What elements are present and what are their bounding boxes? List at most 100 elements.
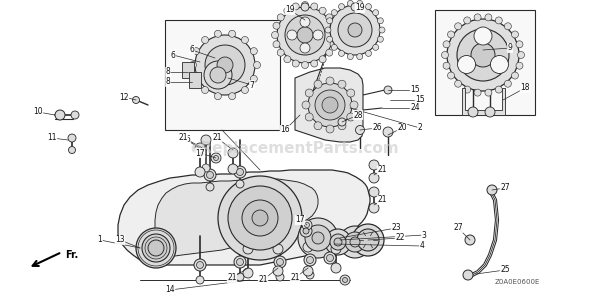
Circle shape bbox=[277, 258, 284, 266]
Text: Fr.: Fr. bbox=[65, 250, 78, 260]
Text: 21: 21 bbox=[178, 134, 188, 142]
Circle shape bbox=[357, 54, 363, 60]
Circle shape bbox=[517, 52, 525, 58]
Text: 19: 19 bbox=[285, 6, 295, 14]
Circle shape bbox=[243, 244, 253, 254]
Circle shape bbox=[457, 29, 509, 81]
Text: 14: 14 bbox=[165, 286, 175, 294]
Circle shape bbox=[468, 107, 478, 117]
Text: eReplacementParts.com: eReplacementParts.com bbox=[191, 140, 399, 155]
Circle shape bbox=[315, 90, 345, 120]
Circle shape bbox=[490, 55, 509, 73]
Circle shape bbox=[202, 37, 208, 43]
Circle shape bbox=[304, 222, 310, 227]
Circle shape bbox=[292, 60, 299, 67]
Circle shape bbox=[228, 148, 238, 158]
Circle shape bbox=[196, 276, 204, 284]
Circle shape bbox=[384, 86, 392, 94]
Circle shape bbox=[495, 17, 502, 24]
Circle shape bbox=[339, 4, 345, 10]
Circle shape bbox=[345, 232, 365, 252]
Text: 25: 25 bbox=[500, 266, 510, 275]
Circle shape bbox=[136, 228, 176, 268]
Circle shape bbox=[300, 43, 310, 53]
Text: Z0A0E0600E: Z0A0E0600E bbox=[494, 279, 540, 285]
Circle shape bbox=[447, 19, 519, 91]
Circle shape bbox=[306, 256, 313, 263]
Circle shape bbox=[194, 259, 206, 271]
Circle shape bbox=[273, 22, 280, 29]
Circle shape bbox=[512, 72, 519, 79]
Circle shape bbox=[330, 41, 337, 48]
Circle shape bbox=[306, 271, 314, 279]
Text: 26: 26 bbox=[372, 124, 382, 132]
Circle shape bbox=[485, 14, 492, 21]
Circle shape bbox=[206, 183, 214, 191]
Circle shape bbox=[495, 86, 502, 93]
Circle shape bbox=[304, 254, 316, 266]
Text: 15: 15 bbox=[415, 96, 425, 104]
Circle shape bbox=[327, 18, 333, 24]
Circle shape bbox=[301, 61, 309, 68]
Circle shape bbox=[301, 3, 309, 11]
Text: 15: 15 bbox=[410, 86, 420, 94]
Circle shape bbox=[458, 55, 476, 73]
Circle shape bbox=[350, 101, 358, 109]
Circle shape bbox=[350, 237, 360, 247]
Bar bbox=[435, 10, 535, 115]
Circle shape bbox=[313, 30, 323, 40]
Circle shape bbox=[228, 164, 238, 174]
Circle shape bbox=[305, 113, 313, 121]
Circle shape bbox=[300, 225, 312, 237]
Circle shape bbox=[195, 143, 205, 153]
Circle shape bbox=[338, 118, 346, 126]
Circle shape bbox=[297, 27, 313, 43]
Circle shape bbox=[474, 27, 492, 45]
Circle shape bbox=[464, 86, 471, 93]
Circle shape bbox=[285, 15, 325, 55]
Text: 13: 13 bbox=[115, 235, 125, 245]
Text: 18: 18 bbox=[520, 83, 530, 93]
Text: 21: 21 bbox=[258, 276, 268, 284]
Circle shape bbox=[142, 234, 170, 262]
Text: 8: 8 bbox=[166, 68, 171, 76]
Text: 21: 21 bbox=[227, 273, 237, 283]
Circle shape bbox=[485, 89, 492, 96]
Circle shape bbox=[471, 43, 495, 67]
Text: 12: 12 bbox=[119, 93, 129, 101]
Circle shape bbox=[302, 220, 312, 230]
Circle shape bbox=[234, 256, 246, 268]
Circle shape bbox=[516, 62, 523, 69]
Circle shape bbox=[308, 83, 352, 127]
Polygon shape bbox=[118, 170, 370, 265]
Circle shape bbox=[241, 86, 248, 94]
Circle shape bbox=[303, 228, 309, 234]
Circle shape bbox=[68, 147, 76, 153]
Circle shape bbox=[365, 50, 372, 56]
Circle shape bbox=[326, 49, 333, 56]
Circle shape bbox=[314, 122, 322, 130]
Circle shape bbox=[214, 30, 221, 37]
Circle shape bbox=[455, 23, 461, 30]
Circle shape bbox=[512, 31, 519, 38]
Circle shape bbox=[330, 5, 380, 55]
Circle shape bbox=[351, 3, 359, 11]
Circle shape bbox=[378, 36, 384, 42]
Circle shape bbox=[516, 41, 523, 48]
Circle shape bbox=[378, 18, 384, 24]
Circle shape bbox=[277, 14, 284, 21]
Circle shape bbox=[305, 89, 313, 97]
Circle shape bbox=[347, 113, 355, 121]
Circle shape bbox=[357, 229, 379, 251]
Circle shape bbox=[201, 135, 211, 145]
Text: 27: 27 bbox=[500, 183, 510, 193]
Circle shape bbox=[236, 180, 244, 188]
Circle shape bbox=[55, 110, 65, 120]
Circle shape bbox=[319, 56, 326, 63]
Circle shape bbox=[305, 225, 331, 251]
Circle shape bbox=[443, 41, 450, 48]
Text: 9: 9 bbox=[507, 43, 513, 53]
Bar bbox=[165, 20, 280, 130]
Circle shape bbox=[332, 32, 339, 39]
Circle shape bbox=[277, 49, 284, 56]
